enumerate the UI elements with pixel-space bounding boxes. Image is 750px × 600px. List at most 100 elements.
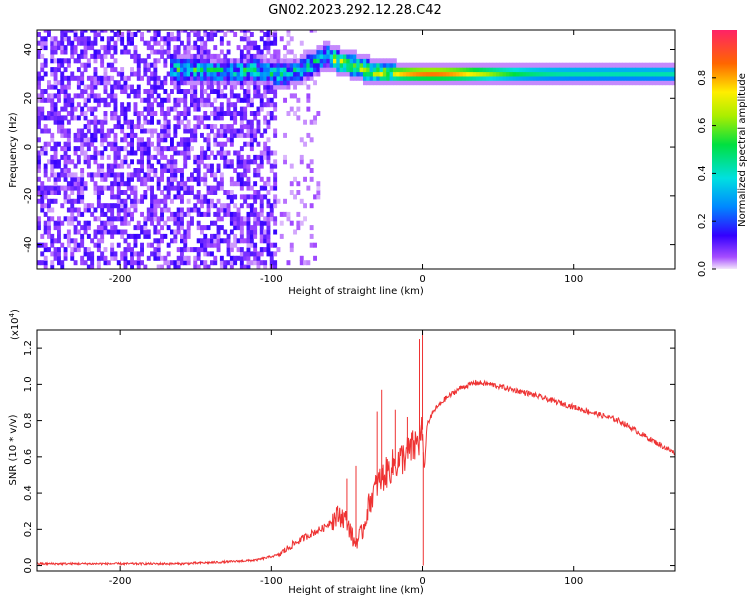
heatmap-cell [156, 264, 161, 269]
heatmap-cell [223, 80, 228, 86]
heatmap-cell [216, 71, 221, 77]
heatmap-cell [482, 80, 487, 86]
heatmap-cell [429, 71, 434, 77]
heatmap-cell [130, 53, 134, 59]
heatmap-cell [266, 49, 271, 55]
heatmap-cell [136, 71, 141, 77]
heatmap-cell [150, 211, 154, 217]
heatmap-cell [83, 225, 88, 231]
heatmap-cell [216, 242, 221, 248]
heatmap-cell [259, 194, 264, 200]
heatmap-cell [63, 97, 68, 103]
heatmap-cell [669, 62, 673, 68]
heatmap-cell [120, 124, 125, 130]
heatmap-cell [60, 264, 65, 269]
heatmap-cell [532, 71, 537, 77]
heatmap-cell [293, 176, 297, 182]
heatmap-cell [153, 62, 158, 68]
heatmap-cell [37, 176, 41, 182]
heatmap-cell [422, 71, 427, 77]
heatmap-cell [96, 30, 101, 33]
heatmap-cell [239, 67, 244, 73]
heatmap-cell [186, 58, 191, 64]
heatmap-cell [156, 75, 161, 81]
heatmap-cell [652, 75, 657, 81]
heatmap-cell [239, 194, 244, 200]
heatmap-cell [113, 216, 118, 222]
heatmap-cell [233, 58, 238, 64]
heatmap-cell [645, 80, 650, 86]
heatmap-cell [253, 111, 258, 116]
heatmap-cell [665, 75, 670, 81]
heatmap-cell [256, 67, 261, 73]
heatmap-cell [156, 220, 161, 226]
heatmap-cell [293, 93, 297, 99]
heatmap-cell [206, 163, 211, 169]
heatmap-cell [266, 71, 271, 77]
heatmap-cell [166, 146, 171, 152]
heatmap-cell [76, 198, 81, 204]
heatmap-cell [309, 242, 314, 248]
heatmap-cell [47, 190, 51, 195]
heatmap-cell [542, 71, 547, 77]
heatmap-cell [602, 75, 607, 81]
heatmap-cell [113, 40, 118, 46]
heatmap-cell [210, 190, 214, 195]
heatmap-cell [529, 80, 534, 86]
heatmap-cell [210, 80, 214, 86]
heatmap-cell [256, 251, 261, 257]
heatmap-cell [575, 67, 580, 73]
heatmap-cell [90, 119, 95, 125]
heatmap-cell [47, 84, 51, 90]
heatmap-cell [130, 124, 134, 130]
heatmap-cell [100, 53, 105, 59]
heatmap-cell [672, 75, 675, 81]
heatmap-cell [200, 242, 204, 248]
heatmap-cell [63, 30, 68, 33]
heatmap-cell [256, 58, 261, 64]
heatmap-cell [50, 106, 55, 112]
heatmap-cell [173, 220, 178, 226]
heatmap-cell [40, 128, 45, 134]
heatmap-cell [359, 62, 364, 68]
heatmap-cell [203, 233, 208, 239]
heatmap-cell [160, 207, 164, 213]
heatmap-cell [263, 216, 268, 222]
heatmap-cell [206, 190, 211, 195]
heatmap-cell [326, 67, 331, 73]
heatmap-cell [303, 141, 307, 147]
heatmap-cell [150, 176, 154, 182]
heatmap-cell [243, 32, 248, 37]
heatmap-cell [186, 53, 191, 59]
heatmap-cell [210, 36, 214, 42]
heatmap-cell [113, 172, 118, 178]
heatmap-cell [213, 238, 218, 244]
heatmap-cell [386, 75, 391, 81]
heatmap-cell [146, 111, 151, 116]
heatmap-cell [309, 71, 314, 77]
heatmap-cell [273, 242, 278, 248]
heatmap-cell [210, 102, 214, 108]
heatmap-cell [190, 132, 194, 138]
heatmap-cell [53, 172, 58, 178]
heatmap-cell [402, 67, 407, 73]
heatmap-cell [306, 67, 311, 73]
heatmap-cell [123, 111, 128, 116]
heatmap-cell [43, 220, 48, 226]
heatmap-cell [206, 137, 211, 143]
heatmap-cell [263, 220, 268, 226]
heatmap-cell [180, 172, 184, 178]
heatmap-cell [170, 159, 174, 165]
heatmap-cell [196, 36, 201, 42]
heatmap-cell [223, 207, 228, 213]
heatmap-cell [50, 146, 55, 152]
heatmap-cell [116, 32, 121, 37]
heatmap-cell [116, 124, 121, 130]
heatmap-cell [635, 75, 640, 81]
heatmap-cell [399, 62, 404, 68]
heatmap-cell [110, 203, 115, 209]
heatmap-cell [60, 119, 65, 125]
heatmap-cell [509, 71, 514, 77]
heatmap-cell [246, 141, 251, 147]
heatmap-cell [286, 211, 291, 217]
